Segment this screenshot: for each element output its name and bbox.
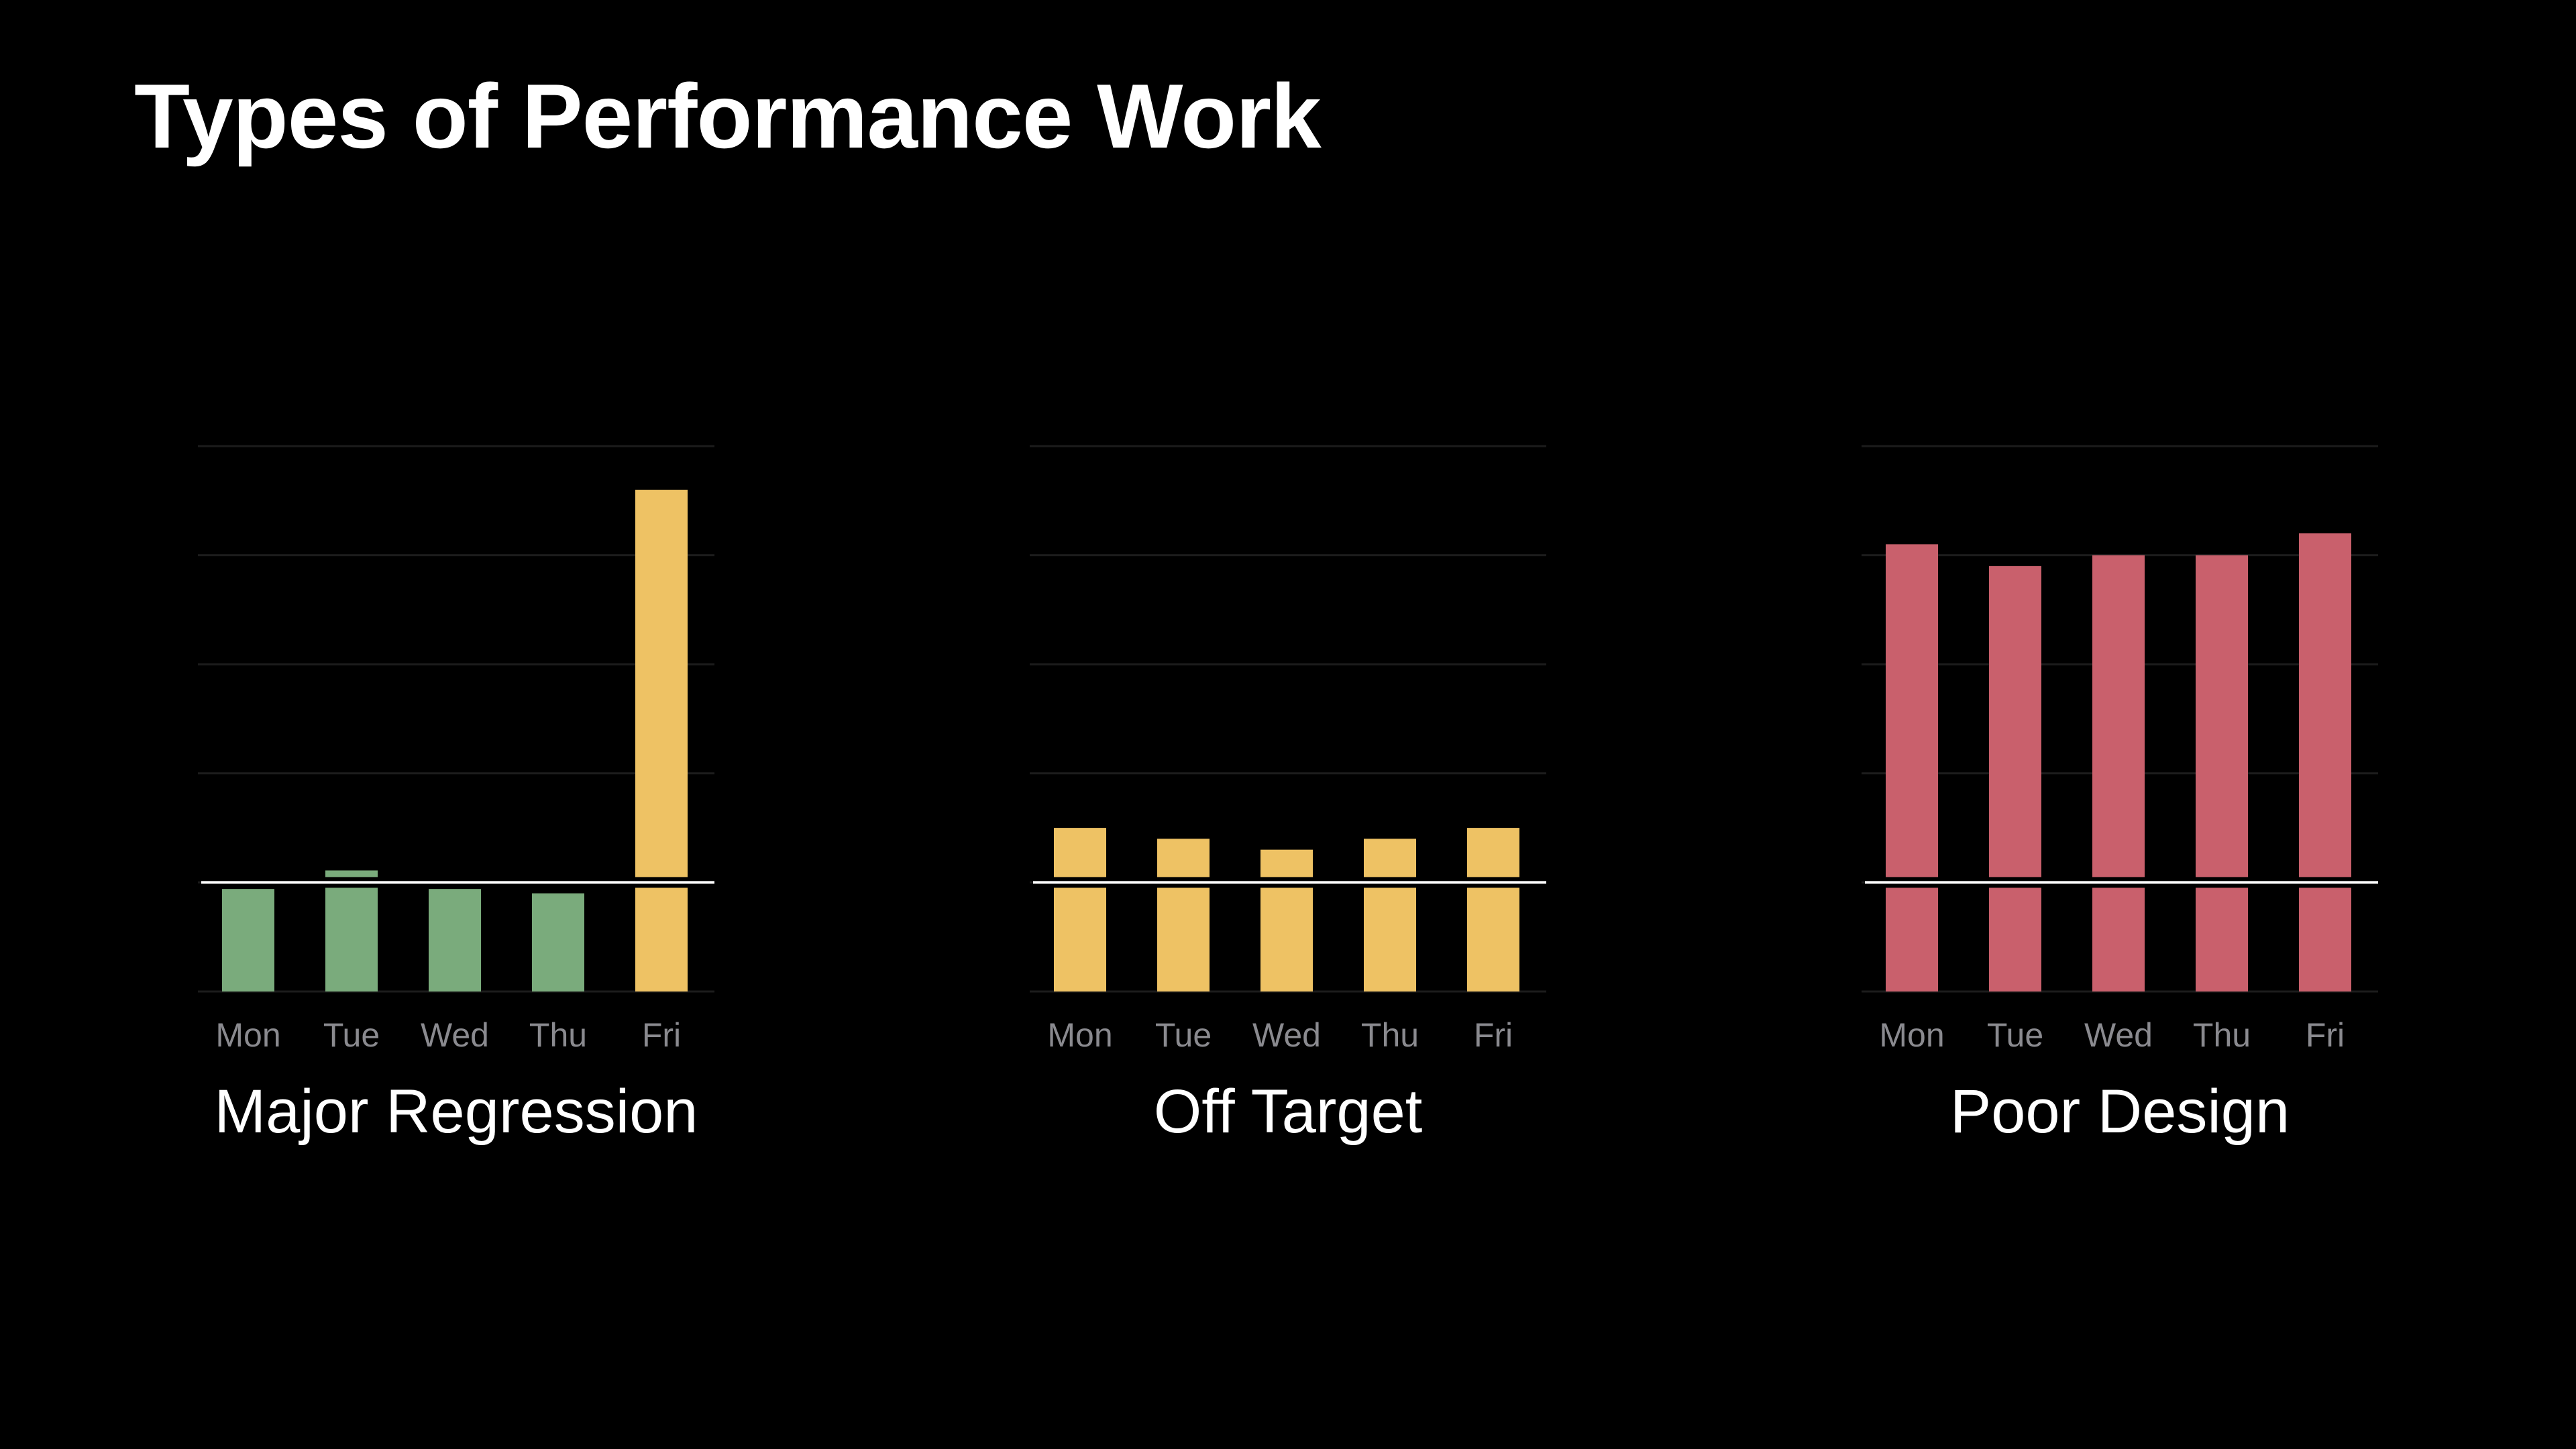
x-tick-label: Fri: [642, 1016, 681, 1054]
bar: [1260, 888, 1313, 991]
x-tick-label: Tue: [1155, 1016, 1212, 1054]
bar: [325, 870, 378, 877]
x-tick-label: Thu: [1361, 1016, 1419, 1054]
bar: [325, 888, 378, 991]
x-tick-label: Fri: [1474, 1016, 1513, 1054]
bar: [1157, 839, 1210, 877]
bar: [1467, 888, 1519, 991]
bar: [2092, 888, 2145, 991]
bar: [1886, 888, 1938, 991]
bar: [1989, 566, 2041, 877]
bar: [2299, 533, 2351, 877]
bar: [2196, 555, 2248, 877]
bar: [635, 490, 688, 877]
x-tick-label: Fri: [2306, 1016, 2345, 1054]
chart-caption: Off Target: [1154, 1077, 1423, 1146]
bar: [1260, 849, 1313, 877]
chart-caption: Poor Design: [1950, 1077, 2290, 1146]
chart-panel: Mon Tue Wed Thu Fri Off Target: [1030, 445, 1546, 1146]
bar: [429, 889, 481, 991]
x-tick-label: Mon: [1047, 1016, 1112, 1054]
x-tick-label: Wed: [1252, 1016, 1321, 1054]
bar: [1054, 828, 1106, 877]
bar: [1989, 888, 2041, 991]
bar: [1467, 828, 1519, 877]
x-tick-label: Thu: [2193, 1016, 2251, 1054]
bar: [1157, 888, 1210, 991]
chart-panel: Mon Tue Wed Thu Fri Major Regression: [198, 445, 714, 1146]
bar: [222, 889, 274, 991]
x-tick-label: Mon: [215, 1016, 280, 1054]
x-tick-label: Thu: [529, 1016, 587, 1054]
bar: [635, 888, 688, 991]
x-tick-label: Tue: [323, 1016, 380, 1054]
chart-panel: Mon Tue Wed Thu Fri Poor Design: [1862, 445, 2378, 1146]
x-tick-label: Wed: [2084, 1016, 2153, 1054]
x-tick-label: Tue: [1987, 1016, 2043, 1054]
bar: [1886, 544, 1938, 877]
x-tick-label: Mon: [1879, 1016, 1944, 1054]
bar: [2092, 555, 2145, 877]
bar: [532, 893, 584, 991]
bar: [1364, 839, 1416, 877]
chart-caption: Major Regression: [215, 1077, 698, 1146]
bar: [1054, 888, 1106, 991]
bar: [1364, 888, 1416, 991]
bar: [2196, 888, 2248, 991]
slide-title: Types of Performance Work: [134, 65, 1322, 167]
x-tick-label: Wed: [421, 1016, 489, 1054]
bar: [2299, 888, 2351, 991]
